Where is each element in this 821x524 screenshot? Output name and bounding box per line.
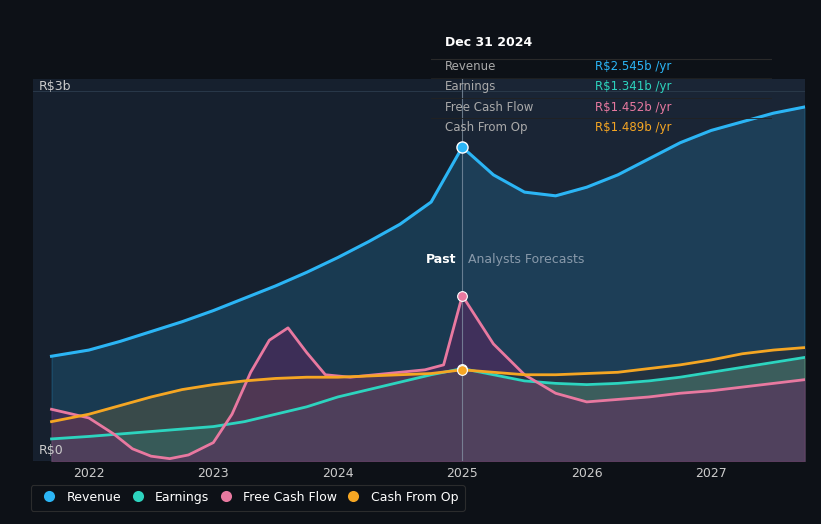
Text: R$2.545b /yr: R$2.545b /yr (594, 60, 671, 73)
Text: R$1.489b /yr: R$1.489b /yr (594, 121, 671, 134)
Text: Revenue: Revenue (445, 60, 496, 73)
Bar (462, 79, 805, 461)
Legend: Revenue, Earnings, Free Cash Flow, Cash From Op: Revenue, Earnings, Free Cash Flow, Cash … (30, 485, 465, 510)
Text: R$0: R$0 (39, 444, 64, 457)
Text: Analysts Forecasts: Analysts Forecasts (469, 253, 585, 266)
Text: Free Cash Flow: Free Cash Flow (445, 101, 533, 114)
Text: R$3b: R$3b (39, 80, 71, 93)
Text: Cash From Op: Cash From Op (445, 121, 527, 134)
Text: Earnings: Earnings (445, 81, 496, 93)
Bar (33, 79, 462, 461)
Text: Dec 31 2024: Dec 31 2024 (445, 36, 532, 49)
Text: Past: Past (425, 253, 456, 266)
Text: R$1.341b /yr: R$1.341b /yr (594, 81, 671, 93)
Text: R$1.452b /yr: R$1.452b /yr (594, 101, 671, 114)
